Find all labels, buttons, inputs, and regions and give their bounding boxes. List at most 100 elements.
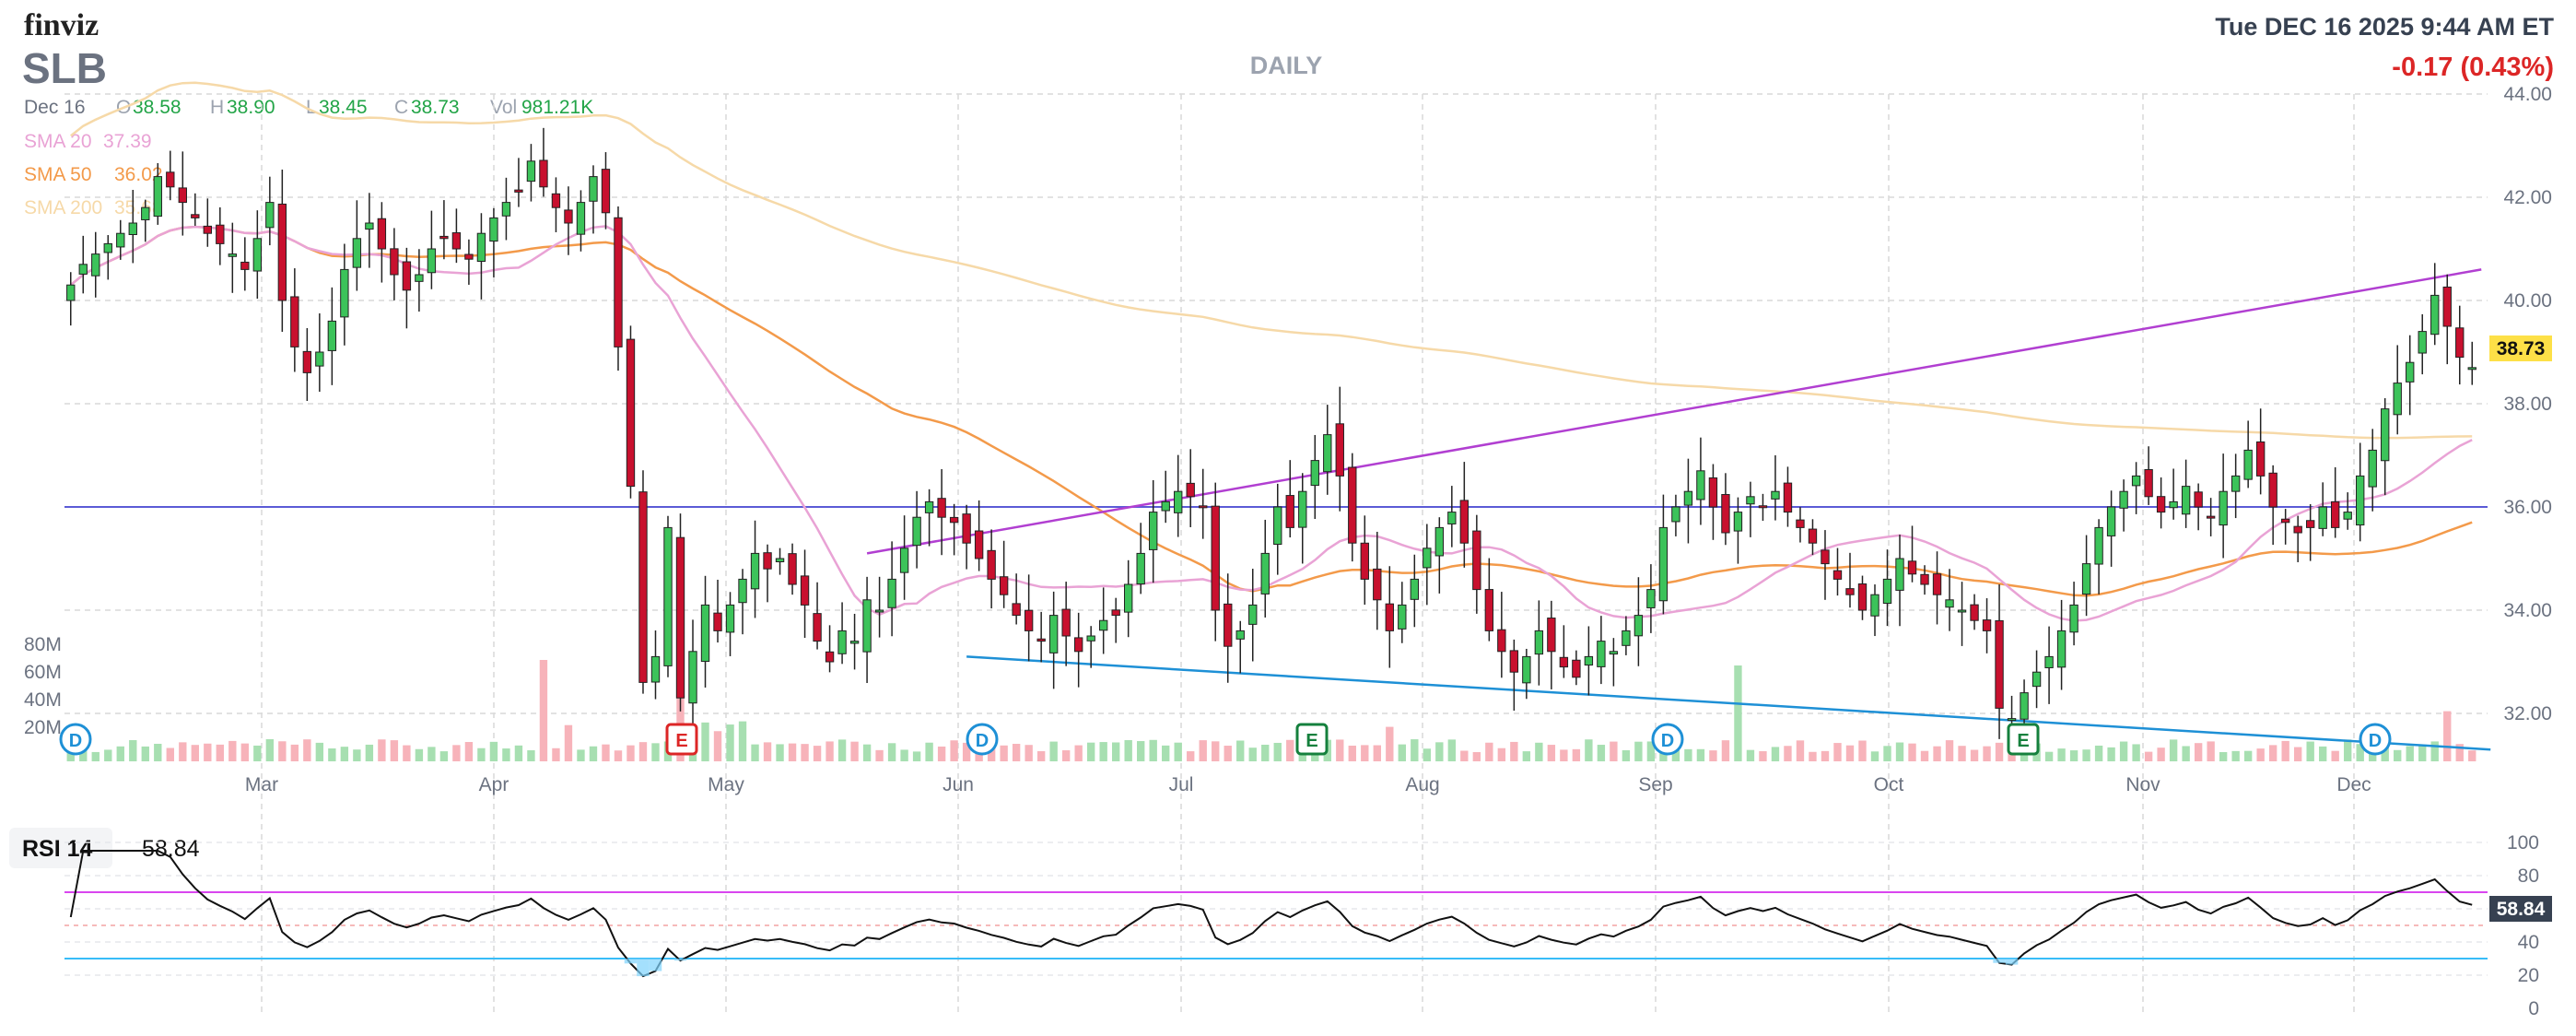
volume-bar xyxy=(365,744,374,761)
sma200-line xyxy=(70,81,2473,440)
volume-bar xyxy=(1025,745,1033,761)
candle-down xyxy=(2255,441,2266,477)
volume-bar xyxy=(638,742,648,761)
volume-bar xyxy=(614,750,623,761)
volume-bar xyxy=(1162,745,1170,761)
volume-bar xyxy=(1895,742,1904,761)
candle-down xyxy=(1061,608,1071,637)
candle-down xyxy=(191,214,200,218)
candle-up xyxy=(1771,490,1780,500)
volume-bar xyxy=(1920,750,1929,761)
price-tick-label: 38.00 xyxy=(2503,394,2552,415)
volume-bar xyxy=(1099,742,1107,761)
volume-bar xyxy=(1124,740,1132,761)
volume-bar xyxy=(315,742,324,761)
volume-bar xyxy=(1361,745,1369,761)
candle-up xyxy=(1098,619,1108,631)
candle-down xyxy=(825,651,835,663)
rsi-label-box[interactable] xyxy=(9,828,112,868)
high-label: H xyxy=(210,97,224,118)
price-tick-label: 40.00 xyxy=(2503,290,2552,312)
volume-bar xyxy=(1983,746,1991,761)
dividend-marker xyxy=(966,723,999,756)
candle-up xyxy=(2044,655,2054,668)
volume-bar xyxy=(1883,746,1891,761)
candle-down xyxy=(2280,518,2290,524)
volume-bar xyxy=(191,745,199,761)
candle-up xyxy=(1298,490,1307,528)
candle-down xyxy=(1572,659,1581,678)
date-tick-label: Nov xyxy=(2125,774,2160,795)
volume-bar xyxy=(253,745,262,761)
volume-bar xyxy=(1759,751,1767,761)
dividend-marker xyxy=(1651,723,1684,756)
volume-bar xyxy=(1796,740,1805,761)
candle-up xyxy=(1696,470,1705,500)
candle-up xyxy=(2406,361,2415,383)
dividend-marker-label: D xyxy=(69,731,82,751)
candle-up xyxy=(365,222,374,230)
volume-bar xyxy=(862,744,872,761)
candle-down xyxy=(1199,505,1208,509)
timeframe-label[interactable]: DAILY xyxy=(1250,52,1323,79)
candle-up xyxy=(427,248,437,274)
candle-down xyxy=(713,612,722,631)
sma20-label[interactable]: SMA 20 xyxy=(24,131,92,152)
volume-bar xyxy=(1933,746,1941,761)
sma50-label[interactable]: SMA 50 xyxy=(24,164,92,185)
candle-up xyxy=(1149,512,1158,550)
volume-bar xyxy=(1224,746,1232,761)
candle-up xyxy=(526,160,536,182)
candle-down xyxy=(1721,494,1730,534)
candle-down xyxy=(539,159,548,188)
volume-bar xyxy=(1036,750,1046,761)
candle-up xyxy=(66,284,76,301)
candle-down xyxy=(2268,472,2277,508)
volume-bar xyxy=(1111,742,1120,761)
candle-down xyxy=(1832,570,1843,580)
volume-bar xyxy=(1995,742,2004,761)
candle-up xyxy=(899,547,909,573)
volume-bar xyxy=(2344,739,2352,761)
volume-bar xyxy=(850,741,859,761)
rsi-oversold-fill xyxy=(1993,959,2006,963)
candle-up xyxy=(1273,506,1282,545)
volume-bar xyxy=(1622,749,1631,761)
volume-bar xyxy=(2418,744,2427,761)
candle-up xyxy=(849,641,860,644)
candle-up xyxy=(2007,718,2017,722)
candle-down xyxy=(949,516,959,524)
candle-down xyxy=(1385,603,1394,631)
volume-bar xyxy=(552,748,560,761)
sma200-label[interactable]: SMA 200 xyxy=(24,197,102,218)
volume-bar xyxy=(2057,748,2066,761)
volume-bar xyxy=(1945,740,1954,761)
volume-bar xyxy=(216,744,225,761)
volume-bar xyxy=(1049,741,1058,761)
candle-up xyxy=(1260,552,1270,595)
candle-up xyxy=(2243,449,2253,480)
volume-bar xyxy=(1336,739,1344,761)
candle-down xyxy=(1758,505,1768,509)
lower-trendline xyxy=(966,655,2491,751)
candle-down xyxy=(788,553,797,585)
volume-bar xyxy=(1809,751,1817,761)
logo[interactable]: finviz xyxy=(24,8,99,42)
date-axis: Mar Apr May Jun Jul Aug Sep Oct Nov Dec 20M 40M 60M 8… xyxy=(24,634,2371,795)
volume-bar xyxy=(2243,750,2253,761)
volume-bar xyxy=(1261,744,1270,761)
volume-bar xyxy=(801,744,809,761)
candle-down xyxy=(178,187,187,204)
candle-down xyxy=(1808,528,1818,544)
volume-bar xyxy=(1522,751,1531,761)
volume-bar xyxy=(726,724,734,761)
volume-bar xyxy=(1696,748,1705,761)
volume-tick-label: 80M xyxy=(24,634,62,655)
volume-bar xyxy=(1398,744,1406,761)
date-tick-label: Jun xyxy=(943,774,974,795)
volume-bar xyxy=(2268,745,2277,761)
candle-down xyxy=(2305,520,2315,528)
candle-down xyxy=(302,350,312,373)
candle-up xyxy=(2231,475,2241,492)
